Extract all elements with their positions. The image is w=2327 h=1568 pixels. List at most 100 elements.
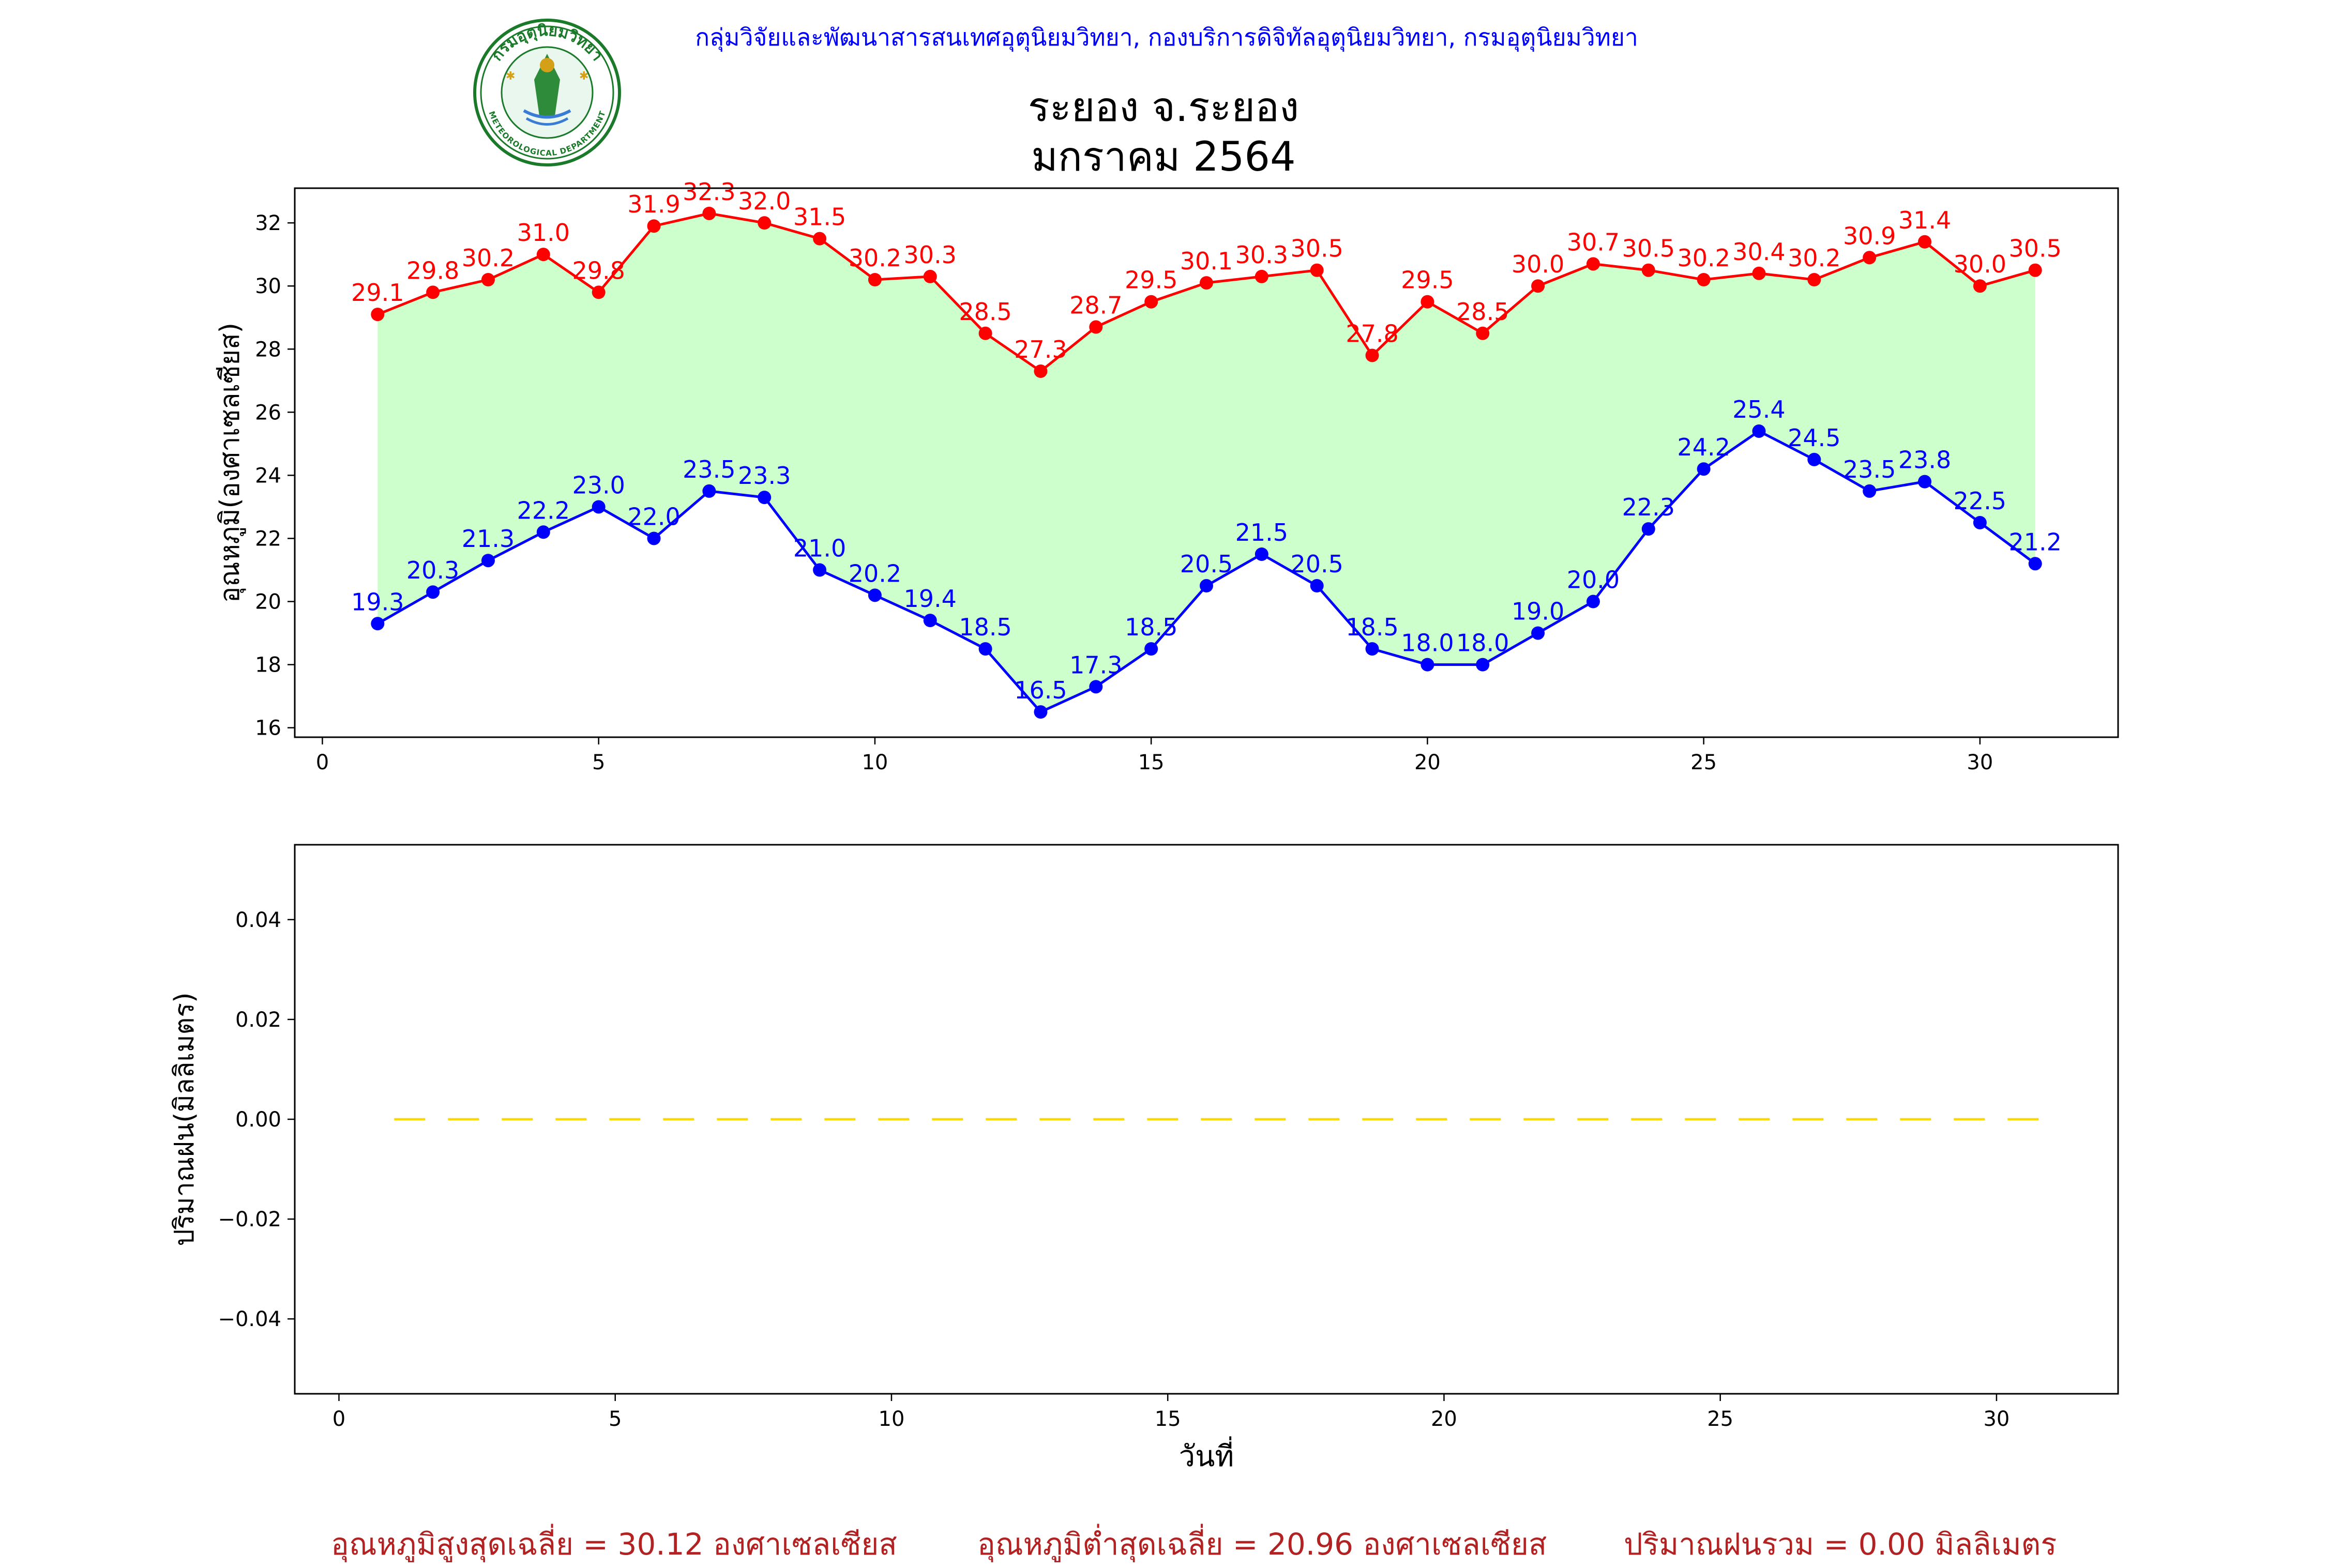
min-temperature-point xyxy=(1310,579,1324,593)
min-temperature-label: 20.2 xyxy=(849,559,901,587)
avg-max-summary: อุณหภูมิสูงสุดเฉลี่ย = 30.12 องศาเซลเซีย… xyxy=(331,1527,897,1562)
min-temperature-point xyxy=(1200,579,1213,593)
header-credit: กลุ่มวิจัยและพัฒนาสารสนเทศอุตุนิยมวิทยา,… xyxy=(0,19,2327,56)
rainfall-x-tick-label: 15 xyxy=(1155,1407,1181,1431)
max-temperature-point xyxy=(923,269,937,283)
avg-min-summary: อุณหภูมิต่ำสุดเฉลี่ย = 20.96 องศาเซลเซีย… xyxy=(977,1527,1547,1562)
max-temperature-point xyxy=(426,285,440,299)
rain-total-summary: ปริมาณฝนรวม = 0.00 มิลลิเมตร xyxy=(1624,1527,2057,1562)
min-temperature-point xyxy=(1863,484,1877,498)
temperature-frame xyxy=(294,187,2119,738)
min-temperature-label: 22.5 xyxy=(1954,487,2006,515)
min-temperature-label: 21.2 xyxy=(2009,528,2062,556)
max-temperature-point xyxy=(1973,279,1987,293)
chart-title-month: มกราคม 2564 xyxy=(1031,134,1296,180)
max-temperature-label: 32.0 xyxy=(738,187,791,215)
min-temperature-point xyxy=(702,484,716,498)
min-temperature-point xyxy=(1476,658,1490,672)
min-temperature-label: 18.0 xyxy=(1401,629,1454,657)
min-temperature-label: 18.0 xyxy=(1456,629,1509,657)
min-temperature-point xyxy=(1697,462,1711,476)
temperature-range-fill xyxy=(377,213,2035,712)
temperature-y-tick-label: 26 xyxy=(255,401,281,424)
max-temperature-label: 29.8 xyxy=(406,256,459,284)
max-temperature-label: 30.1 xyxy=(1180,247,1233,275)
temperature-x-tick-label: 25 xyxy=(1690,751,1717,774)
min-temperature-point xyxy=(2028,557,2042,571)
max-temperature-label: 31.0 xyxy=(517,219,570,247)
min-temperature-label: 22.2 xyxy=(517,496,570,524)
temperature-y-tick-label: 28 xyxy=(255,338,281,361)
min-temperature-label: 23.0 xyxy=(572,471,625,499)
min-temperature-point xyxy=(1531,626,1545,640)
temperature-y-tick-label: 32 xyxy=(255,211,281,235)
min-temperature-label: 23.8 xyxy=(1898,446,1951,474)
temperature-x-tick-label: 30 xyxy=(1967,751,1993,774)
temperature-x-tick-label: 5 xyxy=(592,751,605,774)
max-temperature-label: 30.7 xyxy=(1567,228,1620,256)
max-temperature-label: 32.3 xyxy=(683,178,735,206)
max-temperature-point xyxy=(1144,295,1158,309)
max-temperature-label: 29.5 xyxy=(1125,266,1177,294)
min-temperature-point xyxy=(813,563,827,577)
min-temperature-point xyxy=(758,491,772,505)
meteorological-department-logo: ✱ ✱ กรมอุตุนิยมวิทยา METEOROLOGICAL DEPA… xyxy=(473,19,621,166)
max-temperature-label: 29.1 xyxy=(351,279,404,307)
rainfall-y-tick-label: −0.02 xyxy=(218,1208,281,1231)
max-temperature-label: 31.9 xyxy=(627,190,680,218)
max-temperature-point xyxy=(1641,263,1655,277)
chart-title-station: ระยอง จ.ระยอง xyxy=(1027,84,1300,131)
min-temperature-point xyxy=(1586,595,1600,608)
min-temperature-label: 23.5 xyxy=(683,455,735,483)
min-temperature-point xyxy=(371,617,385,631)
max-temperature-point xyxy=(647,219,661,233)
max-temperature-label: 30.2 xyxy=(1788,244,1840,272)
max-temperature-label: 30.5 xyxy=(1290,235,1343,263)
max-temperature-point xyxy=(813,232,827,246)
max-temperature-point xyxy=(1421,295,1434,309)
rainfall-y-axis-label: ปริมาณฝน(มิลลิเมตร) xyxy=(169,992,200,1246)
max-temperature-label: 28.5 xyxy=(959,298,1011,326)
rainfall-x-tick-label: 5 xyxy=(609,1407,622,1431)
min-temperature-label: 19.3 xyxy=(351,588,404,616)
min-temperature-label: 22.0 xyxy=(627,503,680,530)
max-temperature-label: 30.3 xyxy=(1235,241,1288,269)
max-temperature-label: 28.5 xyxy=(1456,298,1509,326)
max-temperature-label: 27.3 xyxy=(1014,336,1067,363)
max-temperature-point xyxy=(1586,257,1600,271)
max-temperature-point xyxy=(978,326,992,340)
max-temperature-label: 30.0 xyxy=(1954,250,2006,278)
min-temperature-label: 23.5 xyxy=(1843,455,1896,483)
max-temperature-point xyxy=(1918,235,1932,249)
min-temperature-point xyxy=(1918,475,1932,489)
min-temperature-point xyxy=(923,614,937,628)
min-temperature-label: 20.3 xyxy=(406,556,459,584)
min-temperature-label: 19.4 xyxy=(904,585,957,613)
temperature-y-tick-label: 16 xyxy=(255,717,281,740)
max-temperature-point xyxy=(1697,273,1711,286)
max-temperature-point xyxy=(702,206,716,220)
max-temperature-point xyxy=(1089,320,1103,334)
header-credit-text: กลุ่มวิจัยและพัฒนาสารสนเทศอุตุนิยมวิทยา,… xyxy=(695,23,1638,51)
min-temperature-label: 25.4 xyxy=(1732,395,1785,423)
max-temperature-label: 30.4 xyxy=(1732,238,1785,266)
max-temperature-label: 29.5 xyxy=(1401,266,1454,294)
min-temperature-point xyxy=(426,585,440,599)
max-temperature-point xyxy=(1200,276,1213,290)
min-temperature-label: 18.5 xyxy=(1125,613,1177,641)
rainfall-y-tick-label: 0.00 xyxy=(235,1108,281,1132)
min-temperature-label: 16.5 xyxy=(1014,676,1067,704)
temperature-y-axis-label: อุณหภูมิ(องศาเซลเซียส) xyxy=(215,323,246,603)
temperature-y-tick-label: 18 xyxy=(255,653,281,677)
temperature-x-tick-label: 10 xyxy=(862,751,888,774)
max-temperature-point xyxy=(1752,266,1766,280)
min-temperature-point xyxy=(592,500,606,514)
min-temperature-point xyxy=(1034,705,1048,719)
min-temperature-point xyxy=(1255,547,1268,561)
min-temperature-point xyxy=(1144,642,1158,656)
min-temperature-label: 17.3 xyxy=(1069,651,1122,679)
min-temperature-point xyxy=(1807,452,1821,466)
max-temperature-label: 30.5 xyxy=(1622,235,1675,263)
min-temperature-point xyxy=(1365,642,1379,656)
